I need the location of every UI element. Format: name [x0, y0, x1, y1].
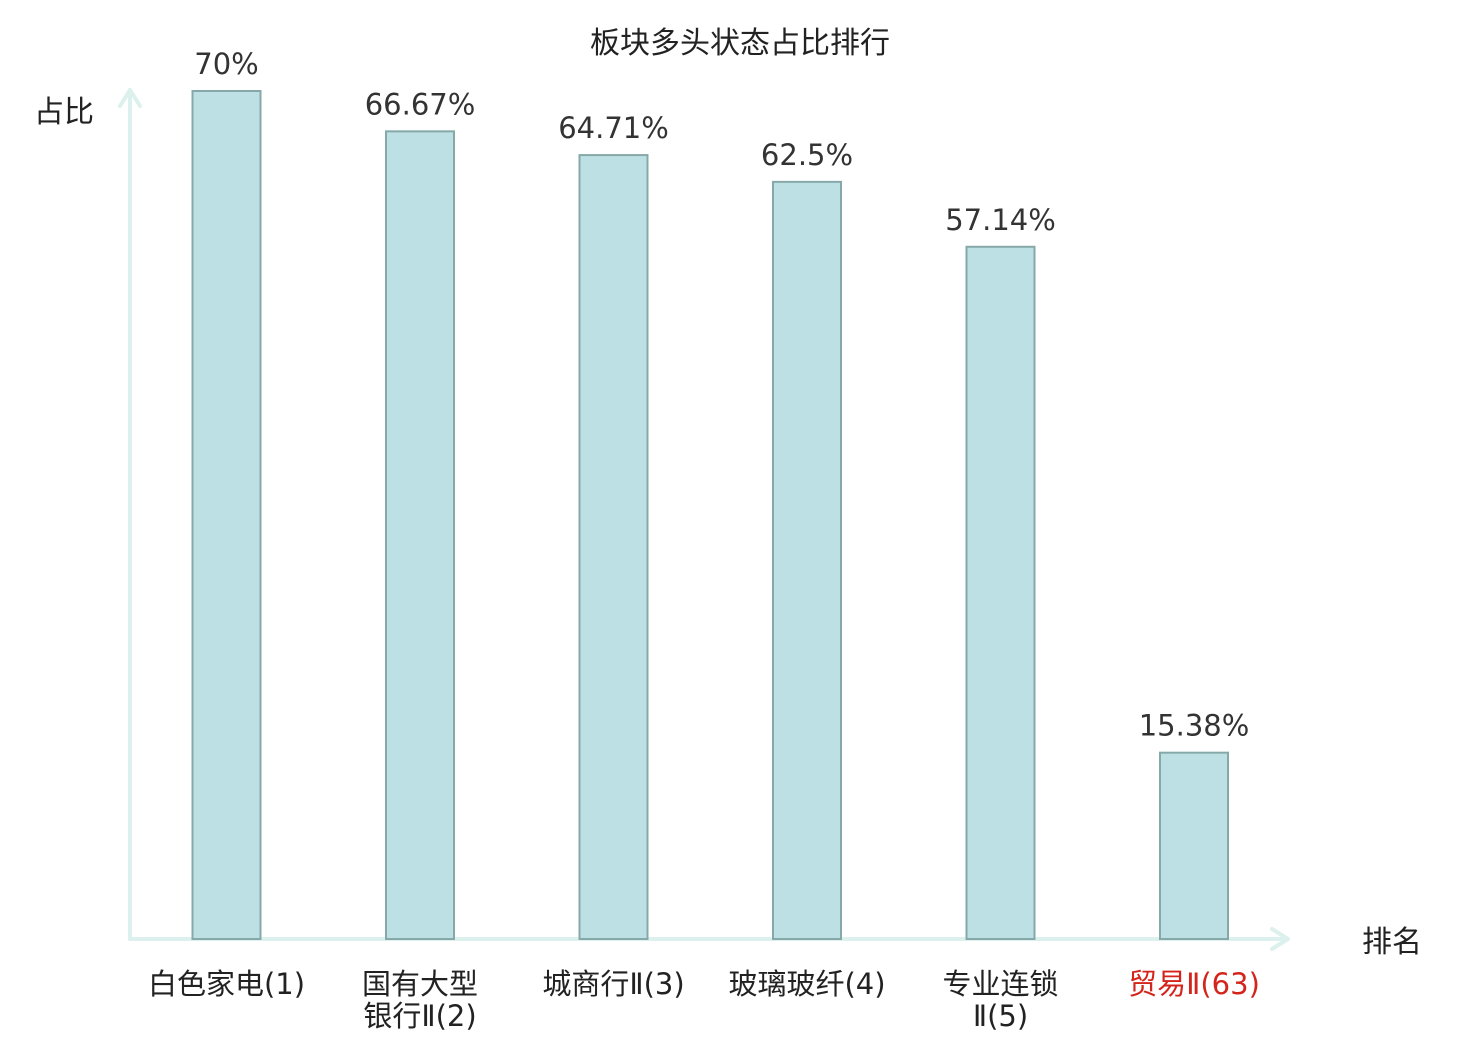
- bar-4: [772, 180, 842, 941]
- value-label-4: 62.5%: [761, 138, 853, 172]
- x-tick-label-1: 白色家电(1): [148, 967, 305, 1001]
- x-tick-label-5-line-2: Ⅱ(5): [973, 999, 1028, 1033]
- x-tick-label-2-line-2: 银行Ⅱ(2): [363, 999, 476, 1033]
- bar-3: [578, 154, 649, 940]
- value-label-3: 64.71%: [558, 111, 669, 145]
- value-label-1: 70%: [194, 47, 258, 81]
- x-axis-label: 排名: [1362, 925, 1422, 960]
- bar-6: [1159, 751, 1229, 941]
- y-axis-arrow: [118, 88, 142, 108]
- bar-5: [965, 245, 1036, 940]
- value-label-2: 66.67%: [365, 87, 476, 121]
- x-tick-label-4: 玻璃玻纤(4): [728, 967, 885, 1001]
- y-axis-label: 占比: [34, 95, 94, 130]
- x-axis-arrow: [1270, 927, 1290, 951]
- bars-group: [191, 90, 1229, 941]
- x-tick-label-6: 贸易Ⅱ(63): [1128, 967, 1260, 1001]
- bar-1: [191, 90, 262, 940]
- x-tick-label-5-line-1: 专业连锁: [942, 967, 1058, 1001]
- axes: [118, 88, 1290, 951]
- value-label-5: 57.14%: [945, 203, 1056, 237]
- chart-title: 板块多头状态占比排行: [590, 26, 890, 61]
- value-labels-group: 70% 66.67% 64.71% 62.5% 57.14% 15.38%: [194, 47, 1249, 743]
- x-tick-label-2-line-1: 国有大型: [362, 967, 478, 1001]
- bar-2: [385, 130, 455, 940]
- value-label-6: 15.38%: [1139, 709, 1250, 743]
- x-tick-label-3: 城商行Ⅱ(3): [542, 967, 684, 1001]
